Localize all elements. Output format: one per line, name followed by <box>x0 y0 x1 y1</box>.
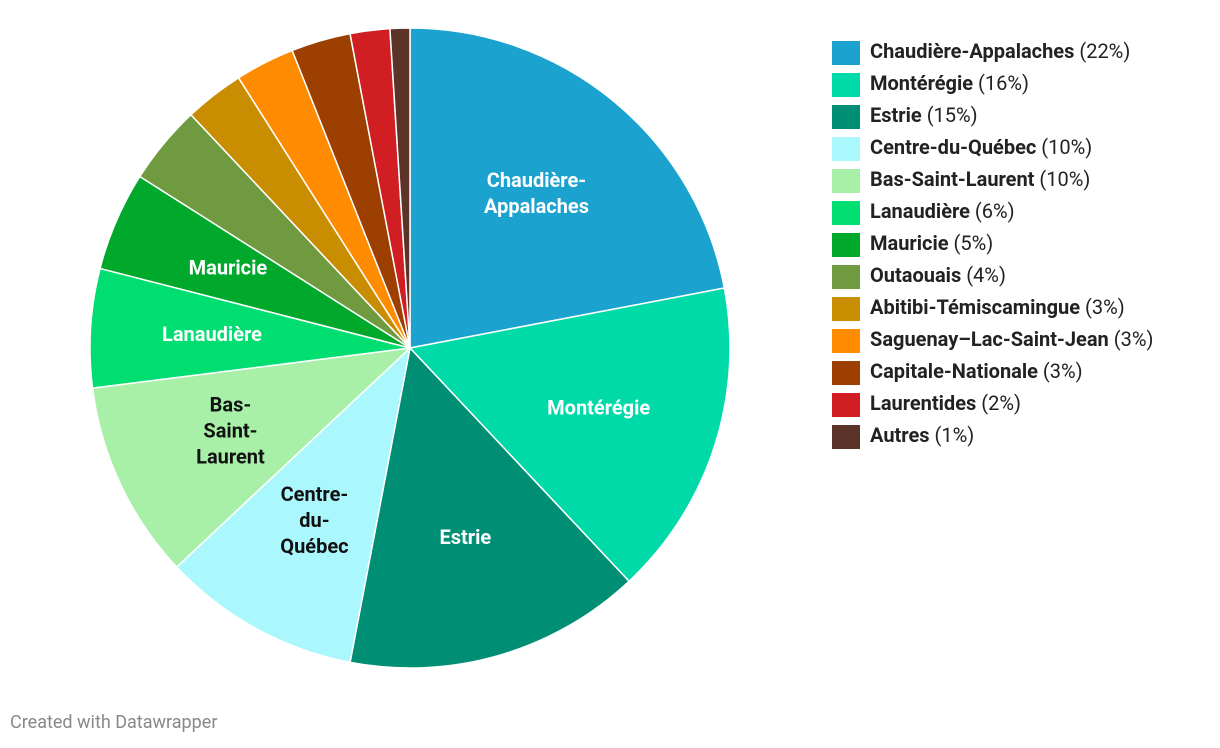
legend-value: (5%) <box>954 231 994 255</box>
legend-value: (10%) <box>1039 167 1090 191</box>
legend-swatch <box>832 137 860 161</box>
legend-swatch <box>832 73 860 97</box>
legend-entry: Centre-du-Québec (10%) <box>870 135 1092 159</box>
legend-name: Montérégie <box>870 71 973 95</box>
legend-entry: Capitale-Nationale (3%) <box>870 359 1083 383</box>
legend-swatch <box>832 233 860 257</box>
legend-swatch <box>832 329 860 353</box>
legend-value: (15%) <box>927 103 978 127</box>
legend-entry: Laurentides (2%) <box>870 391 1021 415</box>
legend-swatch <box>832 297 860 321</box>
legend-name: Estrie <box>870 103 922 127</box>
legend-name: Capitale-Nationale <box>870 359 1038 383</box>
legend-name: Chaudière-Appalaches <box>870 39 1074 63</box>
legend-value: (3%) <box>1085 295 1125 319</box>
pie-slice <box>91 346 413 569</box>
credit: Created with Datawrapper <box>10 712 217 733</box>
pie-slice <box>409 27 726 349</box>
legend-entry: Estrie (15%) <box>870 103 978 127</box>
legend-entry: Abitibi-Témiscamingue (3%) <box>870 295 1125 319</box>
legend-value: (6%) <box>975 199 1015 223</box>
legend-swatch <box>832 169 860 193</box>
legend-entry: Autres (1%) <box>870 423 974 447</box>
pie-slice <box>349 346 631 669</box>
pie-slice <box>389 27 411 349</box>
legend-value: (2%) <box>981 391 1021 415</box>
pie-slice <box>175 345 412 664</box>
pie-slice <box>89 267 411 389</box>
legend-value: (1%) <box>934 423 974 447</box>
legend-name: Bas-Saint-Laurent <box>870 167 1035 191</box>
legend-value: (3%) <box>1043 359 1083 383</box>
legend-name: Centre-du-Québec <box>870 135 1036 159</box>
slice-label: Mauricie <box>189 255 268 279</box>
legend-entry: Bas-Saint-Laurent (10%) <box>870 167 1090 191</box>
legend-value: (22%) <box>1079 39 1130 63</box>
slice-label: Bas-Saint-Laurent <box>196 393 265 469</box>
legend-swatch <box>832 105 860 129</box>
slice-label: Lanaudière <box>162 322 262 346</box>
legend-value: (10%) <box>1041 135 1092 159</box>
slice-label: Estrie <box>439 525 491 549</box>
pie-slice <box>408 287 731 583</box>
legend-name: Lanaudière <box>870 199 970 223</box>
legend-entry: Chaudière-Appalaches (22%) <box>870 39 1130 63</box>
legend-entry: Saguenay–Lac-Saint-Jean (3%) <box>870 327 1153 351</box>
legend-entry: Mauricie (5%) <box>870 231 993 255</box>
legend-name: Outaouais <box>870 263 961 287</box>
legend-swatch <box>832 361 860 385</box>
legend-value: (16%) <box>978 71 1029 95</box>
legend-entry: Lanaudière (6%) <box>870 199 1015 223</box>
slice-label: Centre-du-Québec <box>280 482 348 558</box>
legend-swatch <box>832 41 860 65</box>
legend-entry: Outaouais (4%) <box>870 263 1006 287</box>
slice-label: Chaudière-Appalaches <box>484 168 589 218</box>
legend-name: Autres <box>870 423 930 447</box>
legend-swatch <box>832 201 860 225</box>
legend-swatch <box>832 425 860 449</box>
legend-entry: Montérégie (16%) <box>870 71 1029 95</box>
legend-swatch <box>832 393 860 417</box>
legend-value: (3%) <box>1114 327 1154 351</box>
legend-swatch <box>832 265 860 289</box>
legend-value: (4%) <box>966 263 1006 287</box>
legend-name: Laurentides <box>870 391 976 415</box>
legend-name: Mauricie <box>870 231 949 255</box>
legend-name: Saguenay–Lac-Saint-Jean <box>870 327 1109 351</box>
slice-label: Montérégie <box>547 396 650 420</box>
legend-name: Abitibi-Témiscamingue <box>870 295 1080 319</box>
